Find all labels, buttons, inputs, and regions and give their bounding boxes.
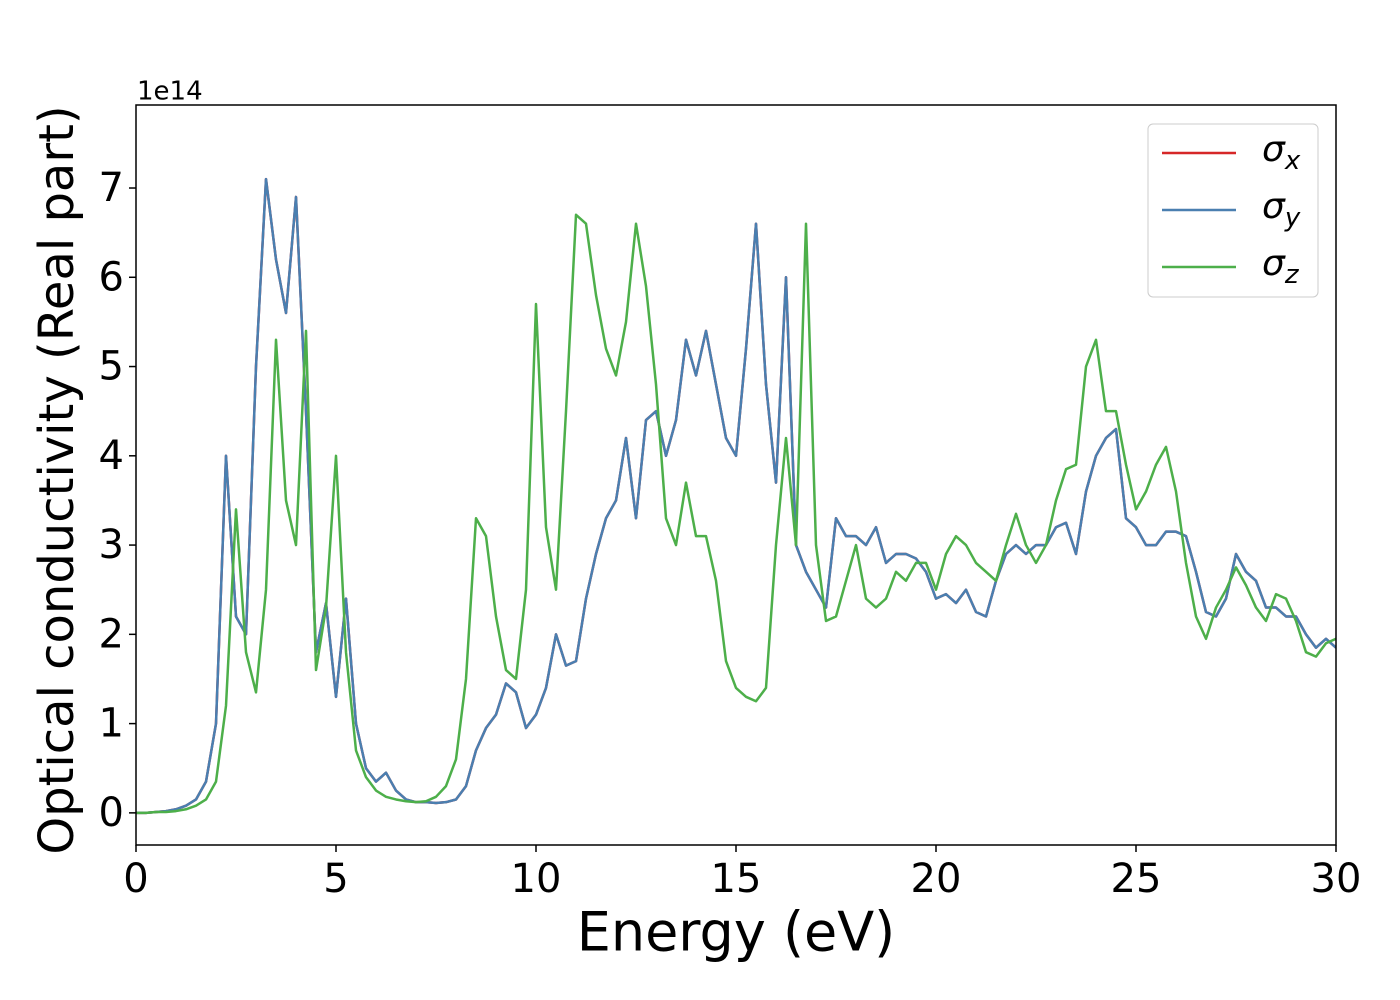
plot-frame (135, 104, 1337, 846)
y-tick-label: 7 (99, 165, 124, 211)
x-tick-label: 0 (123, 856, 148, 902)
x-tick-label: 10 (511, 856, 562, 902)
series-line (136, 177, 1336, 815)
series-line (136, 213, 1336, 815)
y-tick-label: 3 (99, 522, 124, 568)
y-axis-label: Optical conductivity (Real part) (29, 105, 85, 854)
legend-label: σx (1262, 129, 1301, 176)
x-tick-label: 5 (323, 856, 348, 902)
y-tick-label: 2 (99, 611, 124, 657)
y-offset-label: 1e14 (137, 77, 203, 107)
y-tick-label: 1 (99, 701, 124, 747)
x-tick-label: 15 (711, 856, 762, 902)
legend-label: σz (1262, 243, 1300, 290)
legend-label: σy (1262, 186, 1301, 233)
y-tick-label: 5 (99, 344, 124, 390)
y-tick-label: 0 (99, 790, 124, 836)
y-tick-label: 4 (99, 433, 124, 479)
x-tick-label: 20 (911, 856, 962, 902)
x-tick-label: 25 (1111, 856, 1162, 902)
y-tick-label: 6 (99, 254, 124, 300)
legend: σx σy σz (1147, 123, 1319, 298)
x-axis-label: Energy (eV) (577, 901, 896, 964)
x-tick-label: 30 (1311, 856, 1362, 902)
